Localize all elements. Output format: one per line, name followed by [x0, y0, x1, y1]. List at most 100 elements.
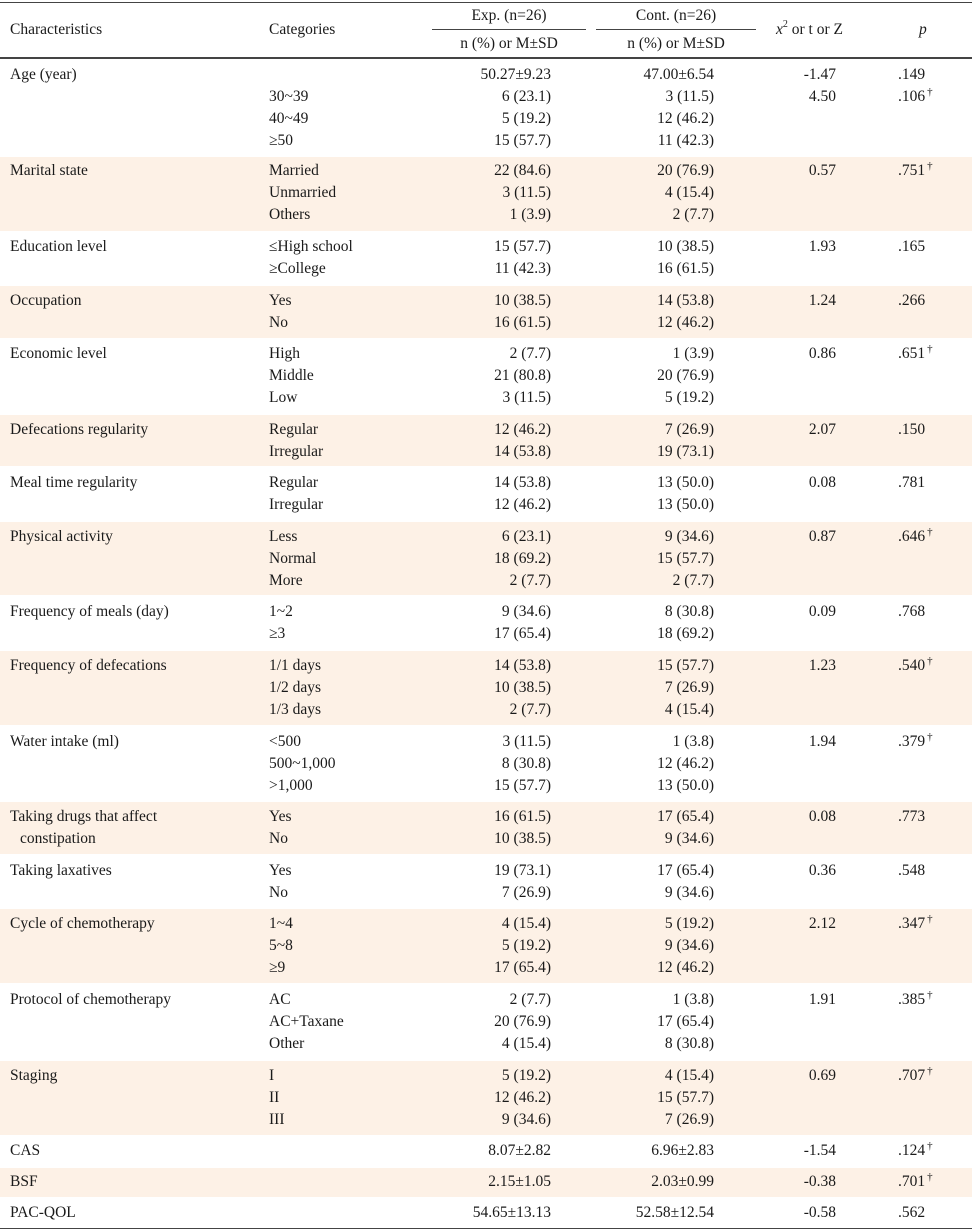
exp-value: 12 (46.2) — [494, 421, 551, 438]
p-value: .149 — [898, 64, 925, 86]
exp-value: 16 (61.5) — [494, 314, 551, 331]
table-row-line: 500~1,000 8 (30.8) 12 (46.2) — [0, 753, 972, 775]
cont-value: 18 (69.2) — [657, 625, 714, 642]
test-statistic: 0.36 — [808, 862, 836, 879]
cont-value: 20 (76.9) — [657, 162, 714, 179]
cont-value: 17 (65.4) — [657, 862, 714, 879]
cont-value: 15 (57.7) — [657, 657, 714, 674]
table-row-line: 30~39 6 (23.1) 3 (11.5) 4.50 .106 † — [0, 86, 972, 108]
exp-value: 14 (53.8) — [494, 657, 551, 674]
test-statistic: 0.86 — [808, 345, 836, 362]
exp-value: 2.15±1.05 — [488, 1173, 551, 1190]
cont-value: 9 (34.6) — [664, 937, 714, 954]
table-row-line: PAC-QOL 54.65±13.13 52.58±12.54 -0.58 .562 — [0, 1202, 972, 1224]
table-row-line: ≥College 11 (42.3) 16 (61.5) — [0, 258, 972, 280]
table-row-line: Normal 18 (69.2) 15 (57.7) — [0, 548, 972, 570]
exp-value: 10 (38.5) — [494, 830, 551, 847]
exp-value: 12 (46.2) — [494, 1089, 551, 1106]
dagger-mark: † — [927, 1171, 933, 1183]
exp-value: 22 (84.6) — [494, 162, 551, 179]
characteristic-label: Taking laxatives — [10, 862, 112, 879]
category-label: Married — [269, 162, 319, 179]
table-row-group: Cycle of chemotherapy 1~4 4 (15.4) 5 (19.2)… — [0, 909, 972, 983]
test-statistic: -1.47 — [803, 66, 836, 83]
header-exp-sub: n (%) or M±SD — [460, 35, 558, 52]
exp-value: 2 (7.7) — [509, 572, 551, 589]
category-label: Other — [269, 1035, 305, 1052]
category-label: Regular — [269, 474, 319, 491]
category-label: <500 — [269, 733, 301, 750]
test-statistic: 1.91 — [808, 991, 836, 1008]
exp-value: 6 (23.1) — [501, 528, 551, 545]
table-row-group: Economic level High 2 (7.7) 1 (3.9) 0.86 .651… — [0, 340, 972, 413]
cont-value: 15 (57.7) — [657, 550, 714, 567]
p-value-text: .548 — [898, 862, 926, 879]
exp-value: 4 (15.4) — [501, 1035, 551, 1052]
exp-value: 5 (19.2) — [501, 1067, 551, 1084]
table-row-line: Water intake (ml) <500 3 (11.5) 1 (3.8) 1.94… — [0, 731, 972, 753]
characteristic-label: Marital state — [10, 162, 88, 179]
dagger-mark: † — [927, 655, 933, 667]
cont-value: 1 (3.8) — [672, 733, 714, 750]
table-row-line: Unmarried 3 (11.5) 4 (15.4) — [0, 182, 972, 204]
test-statistic: 2.07 — [808, 421, 836, 438]
dagger-mark: † — [927, 1065, 933, 1077]
exp-value: 8 (30.8) — [501, 755, 551, 772]
p-value-text: .562 — [898, 1204, 926, 1221]
category-label: High — [269, 345, 300, 362]
table-row-line: Meal time regularity Regular 14 (53.8) 13 (… — [0, 472, 972, 494]
exp-value: 14 (53.8) — [494, 474, 551, 491]
category-label: Unmarried — [269, 184, 337, 201]
category-label: 1/2 days — [269, 679, 322, 696]
category-label: 1/3 days — [269, 701, 322, 718]
p-value: .124 † — [898, 1140, 933, 1163]
cont-value: 5 (19.2) — [664, 389, 714, 406]
p-value-text: .150 — [898, 421, 926, 438]
category-label: No — [269, 884, 288, 901]
table-row-group: Defecations regularity Regular 12 (46.2) 7 … — [0, 415, 972, 466]
table-row-group: Education level ≤High school 15 (57.7) 10 (… — [0, 233, 972, 284]
table-row-line: III 9 (34.6) 7 (26.9) — [0, 1109, 972, 1131]
test-statistic: -0.58 — [803, 1204, 836, 1221]
header-exp-group: Exp. (n=26) — [471, 7, 547, 24]
table-row-line: CAS 8.07±2.82 6.96±2.83 -1.54 .124 † — [0, 1140, 972, 1162]
exp-value: 6 (23.1) — [501, 88, 551, 105]
table-row-group: Protocol of chemotherapy AC 2 (7.7) 1 (3.8)… — [0, 985, 972, 1059]
p-value: .646 † — [898, 526, 933, 549]
p-value: .548 — [898, 860, 925, 882]
exp-value: 12 (46.2) — [494, 496, 551, 513]
table-row-line: Marital state Married 22 (84.6) 20 (76.9) 0.… — [0, 160, 972, 182]
exp-value: 8.07±2.82 — [488, 1142, 551, 1159]
test-statistic: 0.08 — [808, 474, 836, 491]
characteristic-label: Defecations regularity — [10, 421, 149, 438]
header-categories: Categories — [269, 21, 336, 38]
p-value-text: .347 — [898, 915, 926, 932]
header-top-rule — [0, 2, 972, 3]
characteristic-label: Water intake (ml) — [10, 733, 119, 750]
p-value: .347 † — [898, 913, 933, 936]
table-row-line: AC+Taxane 20 (76.9) 17 (65.4) — [0, 1011, 972, 1033]
category-label: Normal — [269, 550, 317, 567]
cont-value: 8 (30.8) — [664, 603, 714, 620]
category-label: 40~49 — [269, 110, 309, 127]
cont-value: 17 (65.4) — [657, 808, 714, 825]
cont-value: 4 (15.4) — [664, 1067, 714, 1084]
table-row-line: Other 4 (15.4) 8 (30.8) — [0, 1033, 972, 1055]
characteristic-label: Physical activity — [10, 528, 113, 545]
p-value: .385 † — [898, 989, 933, 1012]
characteristic-label: Staging — [10, 1067, 58, 1084]
characteristic-label: Frequency of defecations — [10, 657, 167, 674]
cont-value: 20 (76.9) — [657, 367, 714, 384]
table-row-line: No 16 (61.5) 12 (46.2) — [0, 312, 972, 334]
cont-value: 9 (34.6) — [664, 884, 714, 901]
table-row-line: Economic level High 2 (7.7) 1 (3.9) 0.86 .651… — [0, 343, 972, 365]
category-label: ≥9 — [269, 959, 286, 976]
exp-value: 3 (11.5) — [502, 184, 552, 201]
cont-value: 17 (65.4) — [657, 1013, 714, 1030]
cont-value: 12 (46.2) — [657, 110, 714, 127]
table-row-line: II 12 (46.2) 15 (57.7) — [0, 1087, 972, 1109]
table-row-line: Occupation Yes 10 (38.5) 14 (53.8) 1.24 .266 — [0, 290, 972, 312]
table-row-line: Frequency of defecations 1/1 days 14 (53.8… — [0, 655, 972, 677]
category-label: ≥College — [269, 260, 326, 277]
p-value: .266 — [898, 290, 925, 312]
